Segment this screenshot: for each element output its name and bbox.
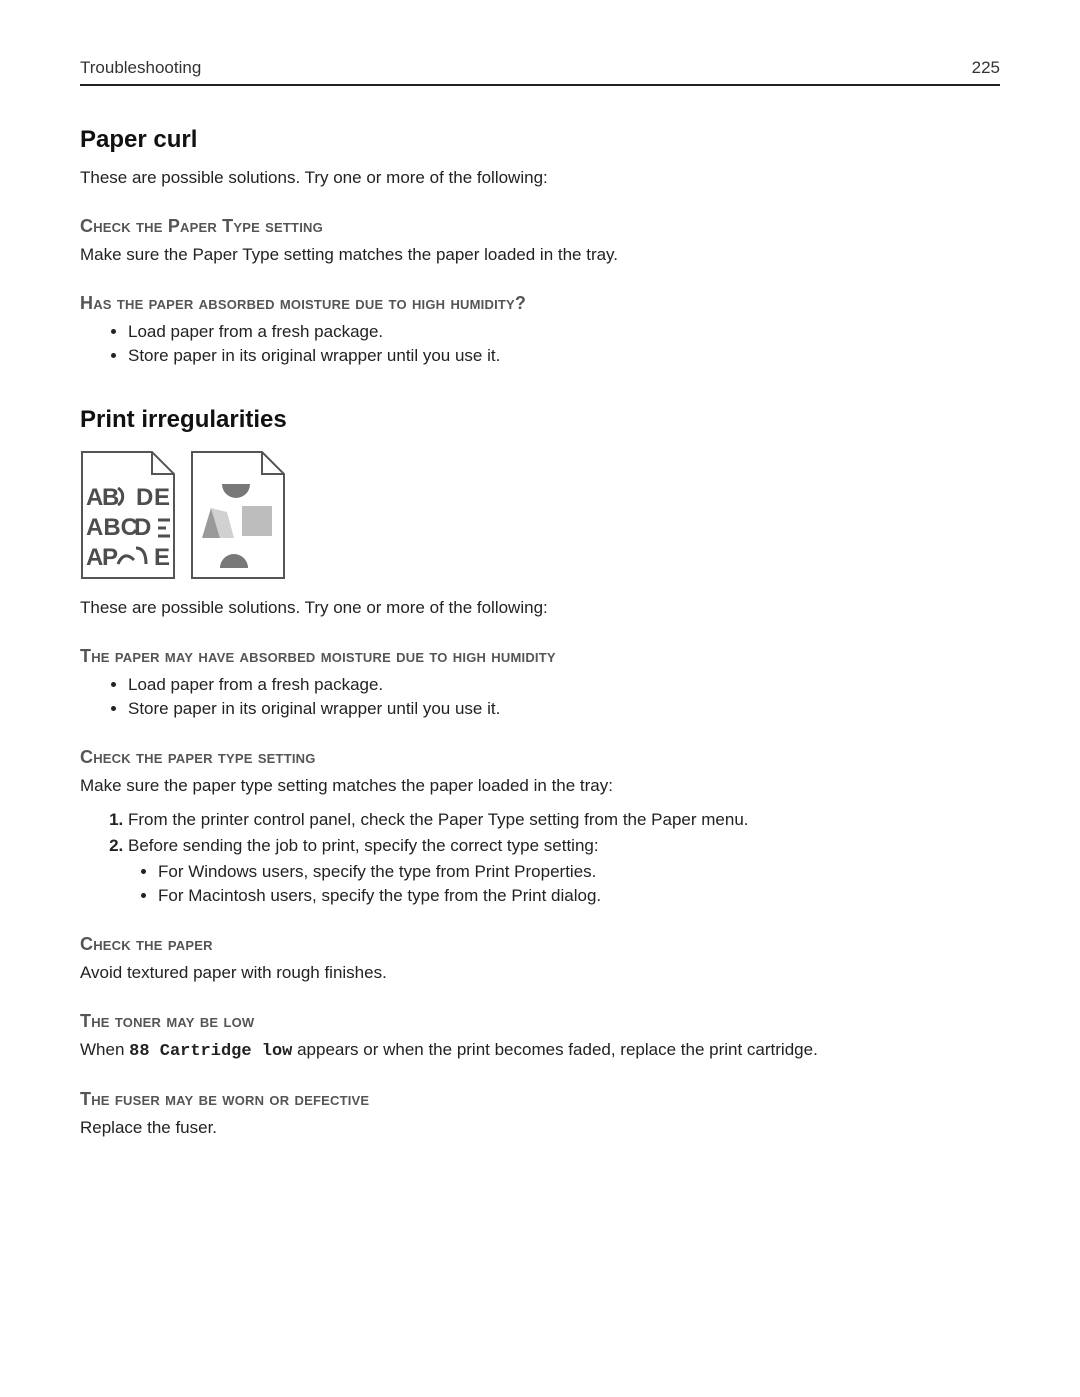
svg-text:E: E xyxy=(154,544,170,571)
svg-text:D: D xyxy=(134,514,151,541)
svg-text:B: B xyxy=(102,484,119,511)
header-section-title: Troubleshooting xyxy=(80,58,201,78)
heading-print-irregularities: Print irregularities xyxy=(80,406,1000,434)
subhead-humidity-1: Has the paper absorbed moisture due to h… xyxy=(80,293,1000,314)
list-item: Store paper in its original wrapper unti… xyxy=(128,699,1000,719)
body-toner-low: When 88 Cartridge low appears or when th… xyxy=(80,1040,1000,1061)
svg-text:D: D xyxy=(136,484,153,511)
list-item: Before sending the job to print, specify… xyxy=(128,836,1000,906)
body-fuser: Replace the fuser. xyxy=(80,1118,1000,1138)
bullets-humidity-2: Load paper from a fresh package. Store p… xyxy=(80,675,1000,719)
illustration-row: A B D E ABC D A P E xyxy=(80,450,1000,580)
subhead-check-type-2: Check the paper type setting xyxy=(80,747,1000,768)
sub-bullets-check-type: For Windows users, specify the type from… xyxy=(128,862,1000,906)
svg-text:E: E xyxy=(154,484,170,511)
heading-paper-curl: Paper curl xyxy=(80,126,1000,154)
header-page-number: 225 xyxy=(972,58,1000,78)
list-item: From the printer control panel, check th… xyxy=(128,810,1000,830)
svg-text:ABC: ABC xyxy=(86,514,138,541)
body-check-paper-type: Make sure the Paper Type setting matches… xyxy=(80,245,1000,265)
irregular-shapes-page-icon xyxy=(190,450,286,580)
text-span: When xyxy=(80,1040,129,1059)
code-cartridge-low: 88 Cartridge low xyxy=(129,1042,292,1061)
text-span: appears or when the print becomes faded,… xyxy=(292,1040,817,1059)
subhead-toner-low: The toner may be low xyxy=(80,1011,1000,1032)
step-text: Before sending the job to print, specify… xyxy=(128,836,599,855)
subhead-humidity-2: The paper may have absorbed moisture due… xyxy=(80,646,1000,667)
list-item: For Macintosh users, specify the type fr… xyxy=(158,886,1000,906)
list-item: Load paper from a fresh package. xyxy=(128,675,1000,695)
page-header: Troubleshooting 225 xyxy=(80,58,1000,86)
irregular-text-page-icon: A B D E ABC D A P E xyxy=(80,450,176,580)
body-check-paper: Avoid textured paper with rough finishes… xyxy=(80,963,1000,983)
intro-paper-curl: These are possible solutions. Try one or… xyxy=(80,168,1000,188)
intro-print-irreg: These are possible solutions. Try one or… xyxy=(80,598,1000,618)
steps-check-type: From the printer control panel, check th… xyxy=(80,810,1000,906)
svg-text:A: A xyxy=(86,544,103,571)
subhead-check-paper-type: Check the Paper Type setting xyxy=(80,216,1000,237)
bullets-humidity-1: Load paper from a fresh package. Store p… xyxy=(80,322,1000,366)
svg-text:P: P xyxy=(102,544,118,571)
list-item: Load paper from a fresh package. xyxy=(128,322,1000,342)
list-item: Store paper in its original wrapper unti… xyxy=(128,346,1000,366)
body-check-type-2: Make sure the paper type setting matches… xyxy=(80,776,1000,796)
svg-text:A: A xyxy=(86,484,103,511)
subhead-fuser: The fuser may be worn or defective xyxy=(80,1089,1000,1110)
subhead-check-paper: Check the paper xyxy=(80,934,1000,955)
document-page: Troubleshooting 225 Paper curl These are… xyxy=(0,0,1080,1397)
list-item: For Windows users, specify the type from… xyxy=(158,862,1000,882)
